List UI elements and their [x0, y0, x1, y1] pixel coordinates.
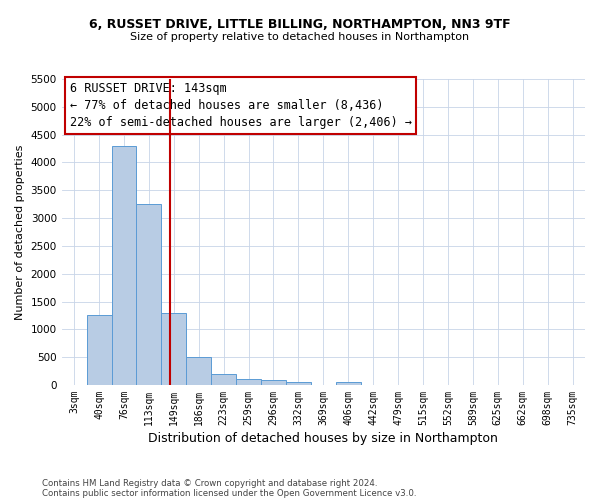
Bar	[236, 380, 261, 385]
Bar	[161, 312, 186, 385]
Text: 6 RUSSET DRIVE: 143sqm
← 77% of detached houses are smaller (8,436)
22% of semi-: 6 RUSSET DRIVE: 143sqm ← 77% of detached…	[70, 82, 412, 129]
Bar	[336, 382, 361, 385]
Bar	[186, 357, 211, 385]
Y-axis label: Number of detached properties: Number of detached properties	[15, 144, 25, 320]
Bar	[261, 380, 286, 385]
Text: Contains HM Land Registry data © Crown copyright and database right 2024.: Contains HM Land Registry data © Crown c…	[42, 478, 377, 488]
Text: Contains public sector information licensed under the Open Government Licence v3: Contains public sector information licen…	[42, 488, 416, 498]
Text: Size of property relative to detached houses in Northampton: Size of property relative to detached ho…	[130, 32, 470, 42]
Bar	[286, 382, 311, 385]
Bar	[112, 146, 136, 385]
Bar	[211, 374, 236, 385]
Bar	[86, 316, 112, 385]
Bar	[136, 204, 161, 385]
Text: 6, RUSSET DRIVE, LITTLE BILLING, NORTHAMPTON, NN3 9TF: 6, RUSSET DRIVE, LITTLE BILLING, NORTHAM…	[89, 18, 511, 30]
X-axis label: Distribution of detached houses by size in Northampton: Distribution of detached houses by size …	[148, 432, 498, 445]
